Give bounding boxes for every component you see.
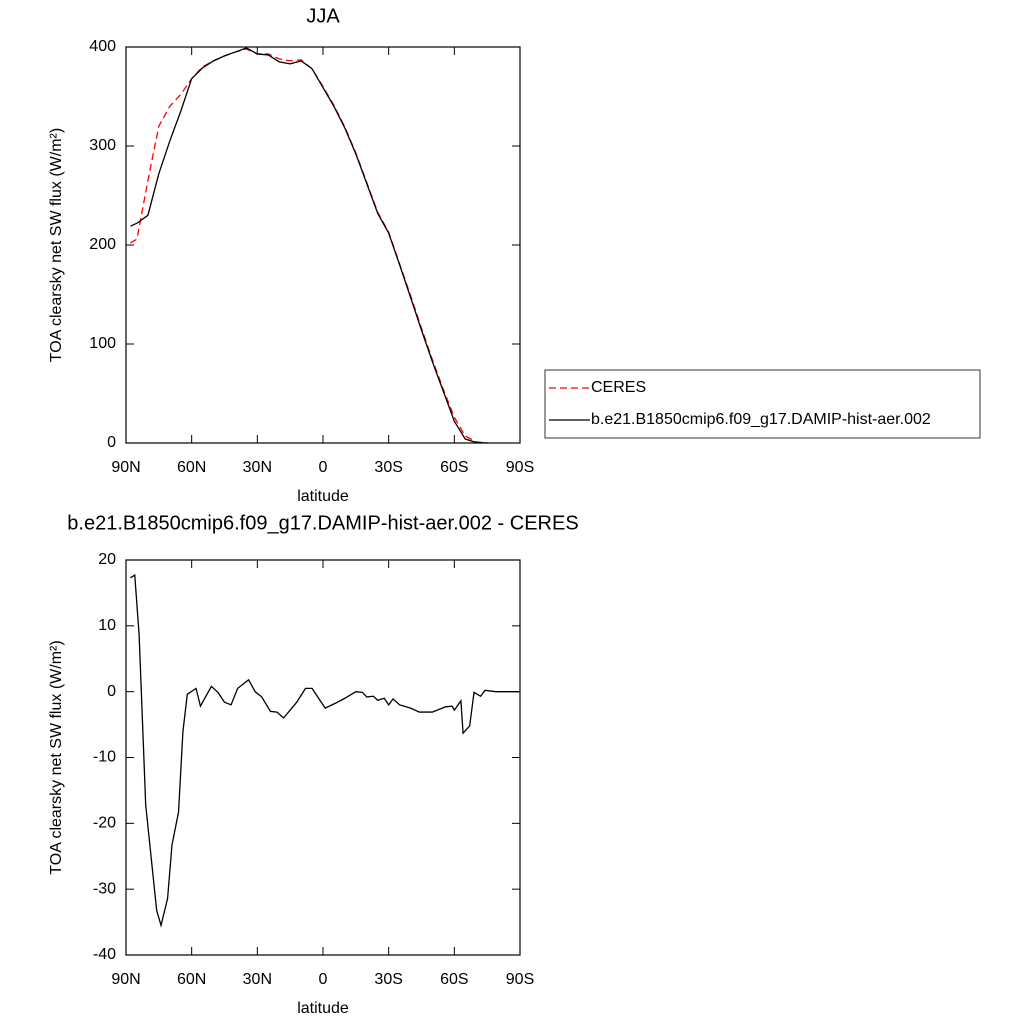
y-tick-label: -10 — [93, 749, 116, 766]
x-tick-label: 90S — [506, 459, 534, 476]
y-tick-label: 10 — [98, 617, 116, 634]
y-tick-label: 0 — [107, 434, 116, 451]
x-tick-label: 60S — [440, 459, 468, 476]
x-tick-label: 60N — [177, 459, 206, 476]
legend-label: b.e21.B1850cmip6.f09_g17.DAMIP-hist-aer.… — [591, 411, 931, 428]
x-axis-label: latitude — [297, 488, 349, 505]
series-line — [130, 574, 520, 928]
chart-title: JJA — [306, 5, 340, 27]
x-tick-label: 60S — [440, 971, 468, 988]
x-tick-label: 90S — [506, 971, 534, 988]
x-tick-label: 60N — [177, 971, 206, 988]
y-tick-label: 200 — [89, 236, 116, 253]
y-tick-label: 20 — [98, 551, 116, 568]
y-axis-label: TOA clearsky net SW flux (W/m²) — [48, 128, 65, 362]
x-tick-label: 30N — [243, 971, 272, 988]
y-tick-label: -20 — [93, 815, 116, 832]
plot-frame — [125, 559, 521, 956]
series-line — [130, 47, 488, 444]
x-tick-label: 90N — [111, 459, 140, 476]
legend: CERES b.e21.B1850cmip6.f09_g17.DAMIP-hist… — [544, 369, 981, 439]
y-tick-label: 300 — [89, 137, 116, 154]
y-tick-label: 100 — [89, 335, 116, 352]
x-tick-label: 30N — [243, 459, 272, 476]
y-tick-label: 400 — [89, 38, 116, 55]
legend-label: CERES — [591, 379, 646, 396]
y-axis-label: TOA clearsky net SW flux (W/m²) — [48, 640, 65, 874]
chart-title: b.e21.B1850cmip6.f09_g17.DAMIP-hist-aer.… — [67, 512, 578, 534]
x-tick-label: 90N — [111, 971, 140, 988]
legend-box — [544, 369, 981, 439]
x-tick-label: 0 — [319, 459, 328, 476]
x-axis-label: latitude — [297, 1000, 349, 1017]
x-tick-label: 30S — [374, 971, 402, 988]
x-tick-label: 30S — [374, 459, 402, 476]
plot-frame — [125, 46, 521, 444]
y-tick-label: -40 — [93, 946, 116, 963]
x-tick-label: 0 — [319, 971, 328, 988]
y-tick-label: 0 — [107, 683, 116, 700]
y-tick-label: -30 — [93, 880, 116, 897]
series-line — [130, 48, 488, 444]
